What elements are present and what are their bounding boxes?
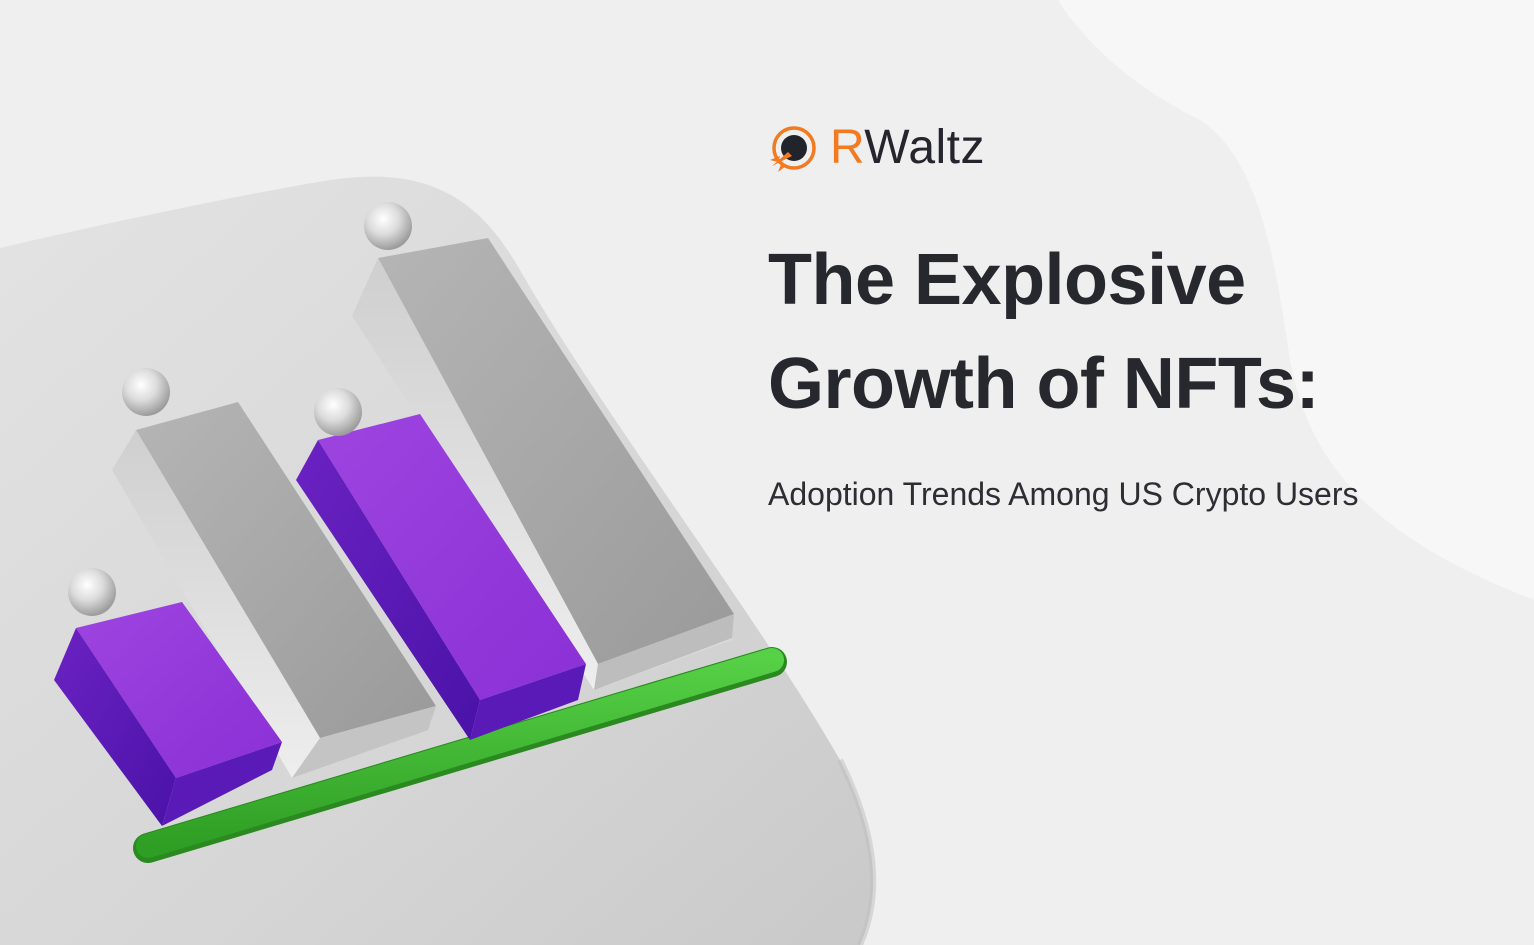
headline: The Explosive Growth of NFTs: xyxy=(768,228,1320,436)
sphere-1 xyxy=(68,568,116,616)
brand-name-rest: Waltz xyxy=(864,121,986,174)
chart-illustration xyxy=(0,176,877,945)
bar-4-gray xyxy=(352,238,734,690)
brand-logo: RWaltz xyxy=(766,120,985,176)
subtitle: Adoption Trends Among US Crypto Users xyxy=(768,476,1359,512)
rocket-orbit-icon xyxy=(770,126,816,172)
headline-line-2: Growth of NFTs: xyxy=(768,344,1320,424)
headline-line-1: The Explosive xyxy=(768,240,1246,320)
sphere-4 xyxy=(364,202,412,250)
brand-name: RWaltz xyxy=(830,120,985,176)
bar-1-purple xyxy=(54,602,282,826)
sphere-2 xyxy=(122,368,170,416)
brand-name-initial: R xyxy=(830,121,865,174)
sphere-3 xyxy=(314,388,362,436)
bar-2-gray xyxy=(112,402,436,778)
bar-3-purple xyxy=(296,414,586,740)
